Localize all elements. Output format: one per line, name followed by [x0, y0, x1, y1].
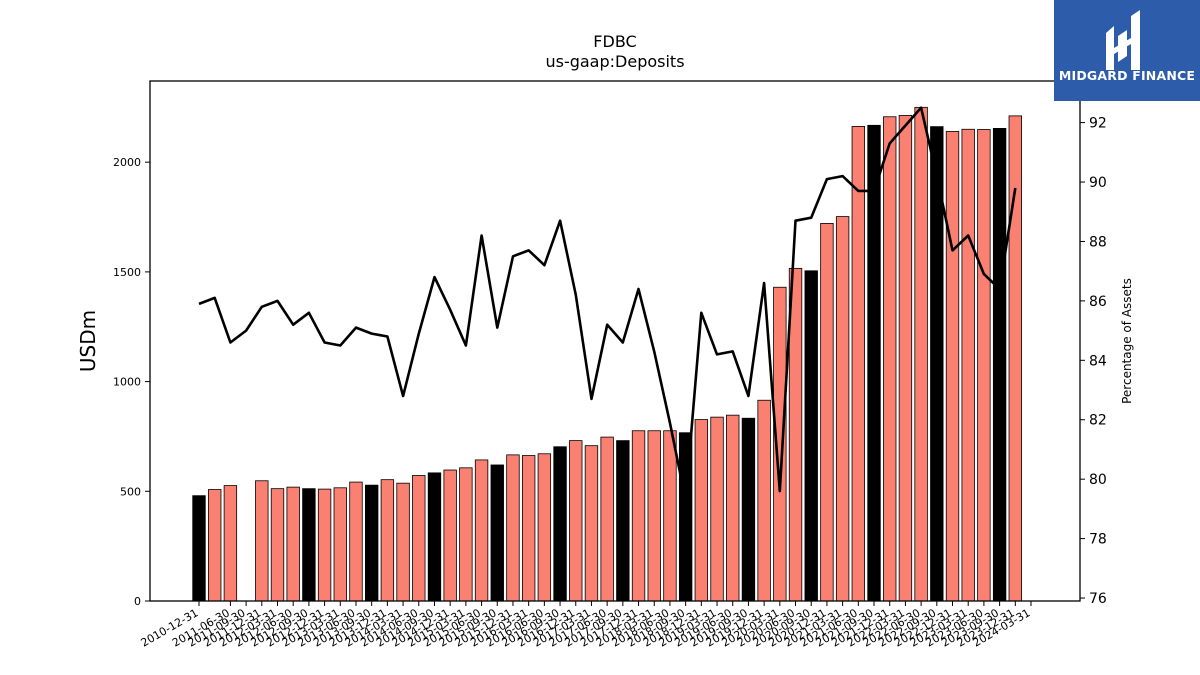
bar-2016-03-31 [521, 455, 536, 602]
plot-frame [149, 80, 1081, 602]
bar-2020-09-30 [804, 270, 818, 602]
bar-2021-09-30 [867, 124, 881, 602]
bar-2018-12-31 [694, 419, 709, 602]
y2-tick-label: 76 [1089, 591, 1107, 607]
logo-icon [1106, 10, 1140, 70]
y-tick-label: 500 [120, 485, 141, 498]
bar-2017-09-30 [616, 440, 630, 602]
bar-2013-12-31 [380, 479, 395, 602]
x-axis: 2010-12-312011-06-302011-09-302011-12-31… [139, 601, 1033, 650]
bar-2019-09-30 [741, 417, 756, 602]
y2-axis-label: Percentage of Assets [1120, 278, 1134, 404]
bar-2018-06-30 [663, 430, 677, 602]
y2-tick-label: 80 [1089, 472, 1107, 488]
bar-2017-12-31 [631, 430, 646, 602]
bar-2013-06-30 [349, 481, 363, 602]
right-axis: 76 78 80 82 84 86 88 90 92 [1080, 116, 1107, 607]
chart-title: FDBC [593, 32, 637, 51]
line-layer [198, 106, 1017, 502]
bar-2016-09-30 [553, 446, 567, 602]
y2-tick-label: 82 [1089, 413, 1107, 429]
y2-tick-label: 92 [1089, 116, 1107, 132]
bar-2022-06-30 [914, 106, 928, 602]
bar-2013-09-30 [364, 484, 379, 602]
y-axis-label: USDm [76, 310, 100, 372]
line-series [198, 106, 1017, 502]
bar-2023-06-30 [977, 129, 991, 602]
bar-2021-12-31 [883, 116, 897, 602]
bar-2022-12-31 [945, 131, 960, 602]
left-axis: 0 500 1000 1500 2000 [113, 156, 150, 608]
bar-2021-06-30 [851, 126, 865, 602]
y-tick-label: 2000 [113, 156, 141, 169]
bar-2015-03-31 [459, 467, 473, 602]
bar-2019-12-31 [757, 399, 771, 602]
bar-2012-09-30 [302, 488, 316, 602]
y2-tick-label: 86 [1089, 294, 1107, 310]
bar-2016-12-31 [569, 440, 583, 602]
bar-2011-12-31 [255, 480, 269, 602]
bar-2015-06-30 [474, 459, 489, 602]
bar-2020-12-31 [820, 222, 834, 602]
logo: MIDGARD FINANCE [1054, 0, 1200, 101]
bar-2019-06-30 [726, 414, 740, 602]
bar-2023-03-31 [961, 128, 975, 602]
y2-tick-label: 78 [1089, 532, 1107, 548]
chart-subtitle: us-gaap:Deposits [545, 52, 685, 71]
bar-2019-03-31 [710, 416, 724, 602]
bar-2015-12-31 [506, 454, 520, 602]
logo-text: MIDGARD FINANCE [1058, 68, 1196, 83]
bar-2014-06-30 [412, 475, 426, 602]
y-tick-label: 1000 [113, 376, 141, 389]
y2-tick-label: 90 [1089, 175, 1107, 191]
y2-tick-label: 88 [1089, 234, 1107, 250]
bar-2013-03-31 [333, 487, 347, 602]
bar-2022-03-31 [898, 115, 913, 602]
bars-layer [192, 106, 1022, 602]
bar-2014-12-31 [443, 469, 457, 602]
bar-2014-03-31 [396, 482, 410, 602]
bar-2012-12-31 [317, 488, 332, 602]
bar-2017-03-31 [584, 445, 599, 602]
bar-2021-03-31 [835, 216, 850, 602]
y-tick-label: 1500 [113, 266, 141, 279]
bar-2011-06-30 [223, 485, 238, 602]
y2-tick-label: 84 [1089, 353, 1107, 369]
y-tick-label: 0 [134, 595, 141, 608]
bar-2014-09-30 [427, 472, 442, 602]
bar-2015-09-30 [490, 464, 504, 602]
bar-2010-12-31 [192, 495, 206, 602]
bar-2018-03-31 [647, 430, 661, 602]
bar-2012-03-31 [270, 488, 285, 602]
bar-2017-06-30 [600, 436, 614, 602]
bar-2023-09-30 [992, 127, 1007, 602]
bar-2012-06-30 [286, 486, 300, 602]
bar-2011-03-31 [208, 489, 222, 602]
bar-2016-06-30 [537, 453, 552, 602]
